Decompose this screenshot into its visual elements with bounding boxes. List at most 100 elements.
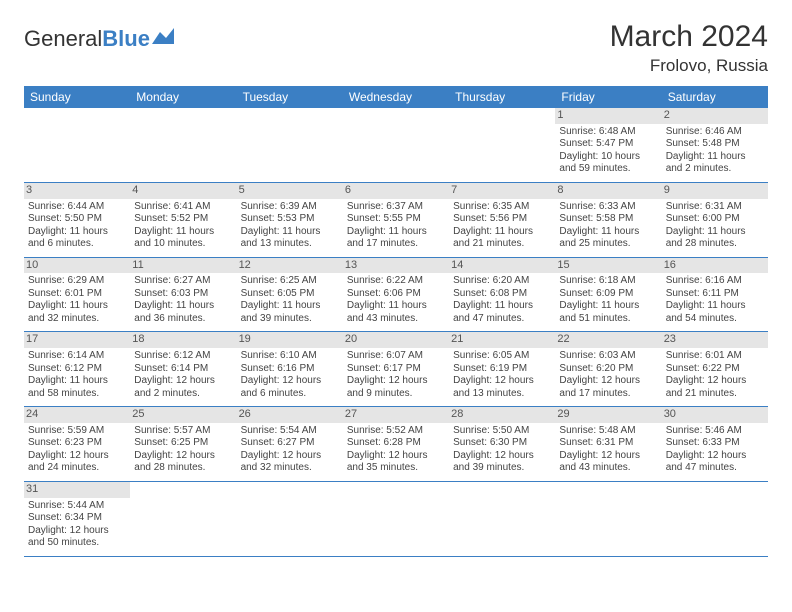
cell-line: Sunrise: 5:57 AM	[134, 425, 232, 438]
day-number: 23	[662, 332, 768, 348]
cell-line: and 47 minutes.	[666, 462, 764, 475]
weekday-wednesday: Wednesday	[343, 86, 449, 108]
calendar-row: 10Sunrise: 6:29 AMSunset: 6:01 PMDayligh…	[24, 257, 768, 332]
cell-line: Sunset: 6:27 PM	[241, 437, 339, 450]
cell-line: Sunset: 6:05 PM	[241, 288, 339, 301]
calendar-cell: 25Sunrise: 5:57 AMSunset: 6:25 PMDayligh…	[130, 407, 236, 482]
cell-line: Sunrise: 6:37 AM	[347, 201, 445, 214]
cell-line: Daylight: 11 hours	[666, 151, 764, 164]
day-number: 11	[130, 258, 236, 274]
cell-line: Daylight: 11 hours	[559, 300, 657, 313]
cell-line: Sunset: 5:58 PM	[559, 213, 657, 226]
cell-line: Daylight: 12 hours	[134, 375, 232, 388]
cell-line: Daylight: 12 hours	[241, 450, 339, 463]
cell-line: Daylight: 11 hours	[134, 300, 232, 313]
calendar-cell: 23Sunrise: 6:01 AMSunset: 6:22 PMDayligh…	[662, 332, 768, 407]
cell-line: and 36 minutes.	[134, 313, 232, 326]
calendar-cell: 1Sunrise: 6:48 AMSunset: 5:47 PMDaylight…	[555, 108, 661, 182]
page-header: GeneralBlue March 2024 Frolovo, Russia	[24, 20, 768, 76]
cell-line: Sunset: 6:01 PM	[28, 288, 126, 301]
cell-line: Sunrise: 6:31 AM	[666, 201, 764, 214]
cell-line: and 47 minutes.	[453, 313, 551, 326]
day-number: 29	[555, 407, 661, 423]
calendar-cell: 18Sunrise: 6:12 AMSunset: 6:14 PMDayligh…	[130, 332, 236, 407]
calendar-row: 17Sunrise: 6:14 AMSunset: 6:12 PMDayligh…	[24, 332, 768, 407]
cell-line: and 28 minutes.	[134, 462, 232, 475]
day-number: 12	[237, 258, 343, 274]
cell-line: Sunrise: 5:59 AM	[28, 425, 126, 438]
calendar-cell: 14Sunrise: 6:20 AMSunset: 6:08 PMDayligh…	[449, 257, 555, 332]
calendar-cell	[449, 108, 555, 182]
day-number: 20	[343, 332, 449, 348]
cell-line: Sunrise: 6:10 AM	[241, 350, 339, 363]
cell-line: Sunrise: 6:20 AM	[453, 275, 551, 288]
day-number: 19	[237, 332, 343, 348]
day-number: 28	[449, 407, 555, 423]
day-number: 18	[130, 332, 236, 348]
cell-line: and 43 minutes.	[559, 462, 657, 475]
cell-line: Sunset: 6:06 PM	[347, 288, 445, 301]
cell-line: Sunrise: 6:12 AM	[134, 350, 232, 363]
cell-line: Sunset: 6:23 PM	[28, 437, 126, 450]
flag-icon	[152, 28, 174, 44]
cell-line: Sunset: 6:12 PM	[28, 363, 126, 376]
cell-line: Sunrise: 6:27 AM	[134, 275, 232, 288]
cell-line: and 9 minutes.	[347, 388, 445, 401]
cell-line: and 25 minutes.	[559, 238, 657, 251]
cell-line: and 59 minutes.	[559, 163, 657, 176]
weekday-saturday: Saturday	[662, 86, 768, 108]
cell-line: Sunrise: 6:05 AM	[453, 350, 551, 363]
cell-line: Sunset: 6:33 PM	[666, 437, 764, 450]
cell-line: Daylight: 12 hours	[241, 375, 339, 388]
day-number: 4	[130, 183, 236, 199]
calendar-cell: 12Sunrise: 6:25 AMSunset: 6:05 PMDayligh…	[237, 257, 343, 332]
cell-line: Sunrise: 6:22 AM	[347, 275, 445, 288]
cell-line: and 13 minutes.	[453, 388, 551, 401]
calendar-row: 1Sunrise: 6:48 AMSunset: 5:47 PMDaylight…	[24, 108, 768, 182]
day-number: 14	[449, 258, 555, 274]
brand-logo: GeneralBlue	[24, 26, 174, 52]
cell-line: Sunset: 6:28 PM	[347, 437, 445, 450]
day-number: 6	[343, 183, 449, 199]
cell-line: Sunset: 6:34 PM	[28, 512, 126, 525]
cell-line: and 32 minutes.	[28, 313, 126, 326]
calendar-cell	[343, 481, 449, 556]
calendar-row: 3Sunrise: 6:44 AMSunset: 5:50 PMDaylight…	[24, 182, 768, 257]
cell-line: Sunset: 6:09 PM	[559, 288, 657, 301]
cell-line: and 6 minutes.	[241, 388, 339, 401]
cell-line: Daylight: 11 hours	[134, 226, 232, 239]
cell-line: Sunrise: 5:50 AM	[453, 425, 551, 438]
day-number: 30	[662, 407, 768, 423]
day-number: 3	[24, 183, 130, 199]
cell-line: Sunset: 6:16 PM	[241, 363, 339, 376]
cell-line: Sunset: 5:53 PM	[241, 213, 339, 226]
cell-line: Sunset: 5:50 PM	[28, 213, 126, 226]
cell-line: Daylight: 11 hours	[28, 375, 126, 388]
cell-line: Daylight: 12 hours	[666, 375, 764, 388]
day-number: 15	[555, 258, 661, 274]
calendar-cell: 10Sunrise: 6:29 AMSunset: 6:01 PMDayligh…	[24, 257, 130, 332]
calendar-cell: 17Sunrise: 6:14 AMSunset: 6:12 PMDayligh…	[24, 332, 130, 407]
cell-line: and 51 minutes.	[559, 313, 657, 326]
cell-line: Daylight: 11 hours	[241, 300, 339, 313]
day-number: 2	[662, 108, 768, 124]
cell-line: and 21 minutes.	[453, 238, 551, 251]
calendar-cell: 27Sunrise: 5:52 AMSunset: 6:28 PMDayligh…	[343, 407, 449, 482]
cell-line: Daylight: 12 hours	[453, 450, 551, 463]
calendar-cell: 20Sunrise: 6:07 AMSunset: 6:17 PMDayligh…	[343, 332, 449, 407]
cell-line: and 54 minutes.	[666, 313, 764, 326]
calendar-cell: 15Sunrise: 6:18 AMSunset: 6:09 PMDayligh…	[555, 257, 661, 332]
cell-line: and 6 minutes.	[28, 238, 126, 251]
cell-line: Sunrise: 6:25 AM	[241, 275, 339, 288]
cell-line: Sunrise: 6:35 AM	[453, 201, 551, 214]
calendar-row: 31Sunrise: 5:44 AMSunset: 6:34 PMDayligh…	[24, 481, 768, 556]
day-number: 5	[237, 183, 343, 199]
cell-line: and 21 minutes.	[666, 388, 764, 401]
cell-line: Daylight: 11 hours	[28, 300, 126, 313]
cell-line: Sunset: 5:52 PM	[134, 213, 232, 226]
cell-line: Daylight: 12 hours	[28, 450, 126, 463]
cell-line: Sunrise: 5:44 AM	[28, 500, 126, 513]
cell-line: Sunset: 6:25 PM	[134, 437, 232, 450]
cell-line: and 17 minutes.	[559, 388, 657, 401]
cell-line: Sunset: 6:19 PM	[453, 363, 551, 376]
